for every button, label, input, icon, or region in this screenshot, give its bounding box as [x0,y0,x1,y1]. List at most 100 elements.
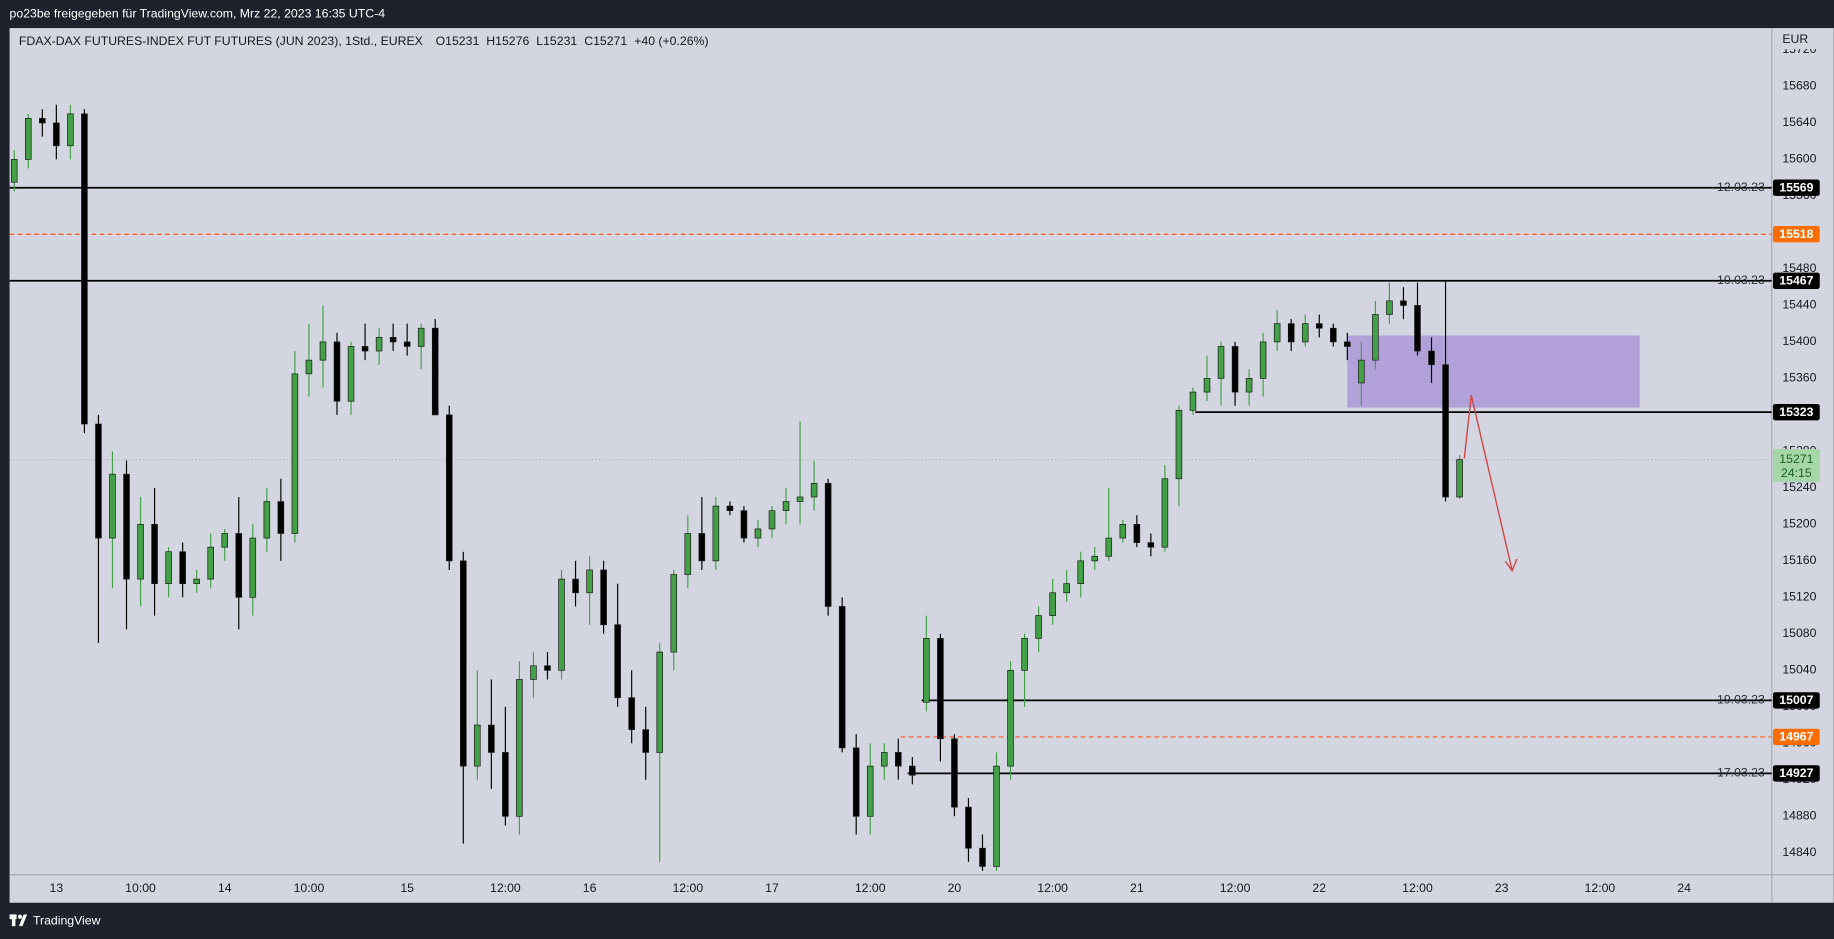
candle-body [600,569,607,626]
price-tags: 15569 15518 15467 15323 15007 14967 14927 15271… [1772,179,1820,782]
level-tag-text: 14967 [1779,730,1813,744]
candle-body [586,569,593,594]
candle-body [460,560,467,767]
candle-body [10,159,18,183]
symbol: FDAX-DAX FUTURES-INDEX FUT FUTURES (JUN … [19,34,423,48]
plot-area [9,104,1772,872]
candle-body [1245,378,1253,393]
x-tick-label: 17 [765,881,779,895]
candle-body [614,624,621,699]
candle-body [796,496,804,502]
arrow-drawing [1463,395,1513,571]
candle-body [642,729,649,753]
candle-body [937,638,944,740]
candle-body [347,346,355,402]
x-tick-label: 10:00 [294,881,325,895]
x-tick-label: 24 [1677,881,1691,895]
candle-body [656,651,664,753]
level-tag [1772,765,1820,782]
candle-body [726,505,734,512]
legend-value: H15276 [486,34,529,48]
candle-body [824,482,832,607]
x-tick-label: 14 [218,881,232,895]
candle-body [137,524,144,580]
legend-value: +40 (+0.26%) [634,34,708,48]
candle-body [712,505,720,562]
candle-body [235,533,243,598]
candle-body [25,118,32,160]
candle-body [1189,391,1197,411]
candle-body [488,724,495,753]
candle-body [880,752,888,767]
x-tick-label: 15 [400,881,414,895]
x-tick-label: 12:00 [1402,881,1433,895]
candle-body [1358,359,1365,384]
candle-body [530,665,537,680]
candle-body [572,578,579,594]
candle-body [39,118,46,124]
candle-body [544,665,551,671]
candle-body [993,765,1000,867]
candle-body [305,359,313,375]
x-tick-label: 16 [583,881,597,895]
candle-body [684,533,692,575]
level-label: 12.03.23 [1717,180,1765,194]
level-tag-text: 15518 [1779,227,1813,241]
candle-body [1203,378,1211,393]
candle-body [1414,305,1421,352]
x-tick-label: 13 [50,881,64,895]
candle-body [221,533,229,548]
y-tick-label: 15640 [1782,115,1816,129]
candle-body [431,327,439,416]
currency-bg [1772,30,1820,50]
chart-background [9,28,1834,903]
candle-body [1428,350,1435,366]
candle-body [474,724,481,767]
logo-part [11,914,16,927]
candle-body [1301,323,1309,343]
candle-body [810,482,818,498]
candle-body [263,501,271,539]
candle-body [1386,300,1393,315]
y-tick-label: 15040 [1782,663,1816,677]
candle-body [1344,341,1351,347]
legend-value: L15231 [536,34,577,48]
candle-body [1091,555,1099,562]
x-tick-label: 10:00 [125,881,156,895]
candle-body [558,578,565,671]
candle-body [1273,323,1281,343]
candle-body [516,679,523,817]
level-tag [1772,272,1820,289]
last-price-tag [1772,449,1820,482]
candle-body [670,574,678,653]
candle-body [1077,560,1084,585]
candle-body [1007,669,1014,767]
candle-body [740,510,748,539]
candle-body [768,510,776,530]
y-tick-label: 14880 [1782,809,1816,823]
candle-body [1287,323,1295,343]
candle-body [1021,638,1028,671]
level-tag [1772,179,1820,196]
candle-body [1442,364,1449,498]
candle-body [754,528,762,539]
header-text: po23be freigegeben für TradingView.com, … [10,6,386,20]
level-label: 10.03.23 [1717,273,1765,287]
level-tag [1772,728,1820,746]
candle-body [1372,314,1379,361]
candle-body [1147,542,1155,548]
legend-value: C15271 [584,34,627,48]
y-tick-label: 15240 [1782,480,1816,494]
candle-body [838,606,846,749]
x-tick-label: 23 [1495,881,1509,895]
candle-body [403,341,411,347]
candle-body [179,551,186,585]
y-tick-label: 15160 [1782,553,1816,567]
candle-body [375,336,383,352]
x-tick-label: 21 [1130,881,1144,895]
candle-body [1217,346,1225,379]
level-tag-text: 15007 [1779,693,1813,707]
candle-body [895,752,902,767]
level-tag-text: 14927 [1779,766,1813,780]
